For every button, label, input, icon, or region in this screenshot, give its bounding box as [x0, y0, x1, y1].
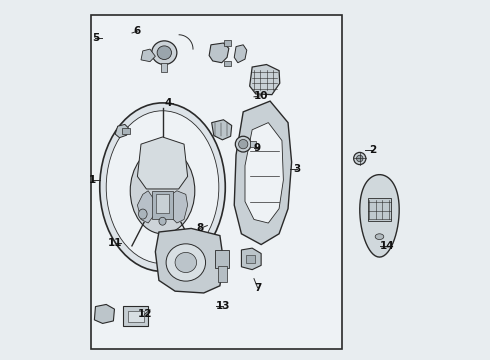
Bar	[218, 266, 227, 282]
Text: 14: 14	[379, 241, 394, 251]
Ellipse shape	[130, 148, 195, 234]
Text: 4: 4	[164, 98, 171, 108]
Bar	[224, 40, 231, 45]
Text: 8: 8	[196, 224, 204, 233]
Ellipse shape	[235, 136, 251, 152]
Bar	[122, 128, 130, 134]
Ellipse shape	[175, 252, 196, 273]
Polygon shape	[242, 248, 261, 270]
Text: 2: 2	[368, 144, 376, 154]
Ellipse shape	[375, 234, 384, 239]
Polygon shape	[234, 101, 292, 244]
Text: 9: 9	[254, 143, 261, 153]
Text: 13: 13	[216, 301, 231, 311]
Polygon shape	[209, 43, 229, 63]
Ellipse shape	[159, 217, 166, 225]
Ellipse shape	[166, 244, 205, 281]
Polygon shape	[360, 175, 399, 257]
Bar	[224, 61, 231, 66]
Ellipse shape	[100, 103, 225, 271]
Polygon shape	[95, 305, 115, 323]
Bar	[152, 191, 173, 220]
Bar	[91, 15, 342, 348]
Bar	[368, 198, 391, 221]
Text: 10: 10	[254, 91, 269, 101]
Polygon shape	[155, 228, 223, 293]
Bar	[250, 141, 256, 147]
Bar	[123, 306, 148, 326]
Polygon shape	[137, 191, 155, 223]
Ellipse shape	[354, 152, 366, 165]
Polygon shape	[137, 137, 188, 189]
Ellipse shape	[152, 41, 177, 64]
Ellipse shape	[239, 139, 248, 149]
Text: 12: 12	[137, 310, 152, 319]
Polygon shape	[141, 49, 155, 62]
Text: 11: 11	[108, 238, 122, 248]
Text: 7: 7	[254, 283, 261, 293]
Polygon shape	[245, 123, 283, 223]
Bar	[161, 63, 167, 72]
Polygon shape	[234, 45, 247, 63]
Ellipse shape	[357, 155, 363, 162]
Bar	[128, 311, 144, 322]
Ellipse shape	[106, 111, 219, 264]
Polygon shape	[250, 64, 280, 95]
Text: 6: 6	[134, 26, 141, 36]
Bar	[156, 194, 169, 213]
Text: 1: 1	[89, 175, 96, 185]
Text: 5: 5	[92, 33, 99, 43]
Polygon shape	[212, 120, 232, 140]
Text: 3: 3	[294, 164, 301, 174]
Polygon shape	[115, 125, 128, 138]
Ellipse shape	[139, 209, 147, 219]
Ellipse shape	[157, 46, 171, 59]
Bar	[246, 255, 255, 263]
Bar	[215, 250, 229, 268]
Polygon shape	[169, 191, 188, 223]
